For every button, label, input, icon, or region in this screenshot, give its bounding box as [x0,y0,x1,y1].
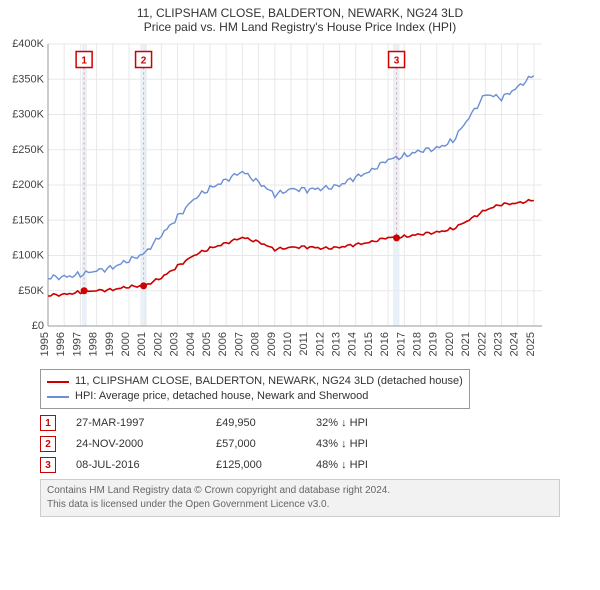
svg-text:2012: 2012 [314,332,326,356]
svg-text:2017: 2017 [395,332,407,356]
event-row: 3 08-JUL-2016 £125,000 48% ↓ HPI [40,457,590,473]
svg-text:2001: 2001 [136,332,148,356]
svg-text:2020: 2020 [444,332,456,356]
svg-text:2002: 2002 [152,332,164,356]
chart-title-line1: 11, CLIPSHAM CLOSE, BALDERTON, NEWARK, N… [0,0,600,20]
chart-container: £0 £50K £100K £150K £200K £250K £300K £350K £400… [10,38,590,361]
svg-text:2008: 2008 [250,332,262,356]
svg-text:2007: 2007 [233,332,245,356]
legend-row: HPI: Average price, detached house, Newa… [47,389,463,404]
svg-text:£200K: £200K [12,179,44,191]
event-price: £125,000 [216,459,296,471]
chart-title-line2: Price paid vs. HM Land Registry's House … [0,20,600,38]
event-badge: 3 [40,457,56,473]
svg-text:2000: 2000 [120,332,132,356]
event-date: 24-NOV-2000 [76,438,196,450]
svg-text:£350K: £350K [12,73,44,85]
event-badge: 1 [40,415,56,431]
event-price: £57,000 [216,438,296,450]
svg-text:2006: 2006 [217,332,229,356]
svg-text:£0: £0 [32,320,44,332]
legend-label: HPI: Average price, detached house, Newa… [75,389,368,404]
event-price: £49,950 [216,417,296,429]
svg-text:3: 3 [394,56,400,67]
event-row: 2 24-NOV-2000 £57,000 43% ↓ HPI [40,436,590,452]
svg-text:2003: 2003 [169,332,181,356]
svg-text:2005: 2005 [201,332,213,356]
svg-text:2018: 2018 [412,332,424,356]
svg-text:1995: 1995 [39,332,51,356]
attribution-line: Contains HM Land Registry data © Crown c… [47,484,553,498]
svg-text:1: 1 [81,56,87,67]
event-delta: 32% ↓ HPI [316,417,368,429]
event-delta: 48% ↓ HPI [316,459,368,471]
legend-label: 11, CLIPSHAM CLOSE, BALDERTON, NEWARK, N… [75,374,463,389]
svg-text:£300K: £300K [12,109,44,121]
legend-swatch [47,396,69,398]
price-chart: £0 £50K £100K £150K £200K £250K £300K £350K £400… [10,38,550,358]
event-delta: 43% ↓ HPI [316,438,368,450]
svg-text:2010: 2010 [282,332,294,356]
svg-text:£150K: £150K [12,214,44,226]
svg-text:1996: 1996 [55,332,67,356]
event-date: 08-JUL-2016 [76,459,196,471]
svg-text:2024: 2024 [509,332,521,356]
svg-text:2025: 2025 [525,332,537,356]
svg-text:£400K: £400K [12,38,44,50]
event-row: 1 27-MAR-1997 £49,950 32% ↓ HPI [40,415,590,431]
svg-text:1999: 1999 [104,332,116,356]
svg-text:2: 2 [141,56,147,67]
svg-text:£100K: £100K [12,250,44,262]
svg-text:1998: 1998 [88,332,100,356]
svg-text:£250K: £250K [12,144,44,156]
svg-text:1997: 1997 [71,332,83,356]
legend-row: 11, CLIPSHAM CLOSE, BALDERTON, NEWARK, N… [47,374,463,389]
svg-text:2014: 2014 [347,332,359,356]
svg-text:2015: 2015 [363,332,375,356]
legend-swatch [47,381,69,383]
events-list: 1 27-MAR-1997 £49,950 32% ↓ HPI 2 24-NOV… [40,415,590,473]
svg-text:2021: 2021 [460,332,472,356]
event-date: 27-MAR-1997 [76,417,196,429]
attribution-box: Contains HM Land Registry data © Crown c… [40,479,560,517]
svg-text:2011: 2011 [298,332,310,356]
legend: 11, CLIPSHAM CLOSE, BALDERTON, NEWARK, N… [40,369,470,409]
svg-text:2019: 2019 [428,332,440,356]
svg-text:2013: 2013 [331,332,343,356]
svg-text:£50K: £50K [18,285,44,297]
attribution-line: This data is licensed under the Open Gov… [47,498,553,512]
event-badge: 2 [40,436,56,452]
svg-text:2016: 2016 [379,332,391,356]
svg-text:2023: 2023 [493,332,505,356]
svg-text:2009: 2009 [266,332,278,356]
svg-text:2022: 2022 [476,332,488,356]
svg-text:2004: 2004 [185,332,197,356]
